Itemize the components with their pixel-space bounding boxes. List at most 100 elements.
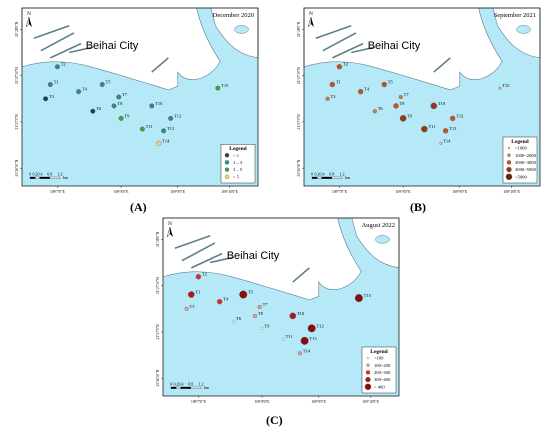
legend-marker bbox=[365, 376, 371, 383]
site-marker bbox=[216, 298, 223, 305]
legend-marker bbox=[224, 167, 230, 172]
base-map: 109°7'0"E 109°8'0"E 109°9'0"E 109°10'0"E 21°… bbox=[156, 217, 400, 404]
land-area bbox=[21, 7, 259, 91]
site-label: T7 bbox=[263, 302, 269, 307]
legend-marker bbox=[364, 383, 372, 390]
lon-tick-label: 109°8'0"E bbox=[396, 190, 412, 194]
legend-marker bbox=[506, 166, 512, 173]
lon-tick-label: 109°7'0"E bbox=[191, 400, 207, 404]
lagoon bbox=[375, 235, 390, 244]
scale-bar-segment bbox=[39, 176, 50, 179]
breakwater bbox=[69, 46, 93, 54]
city-name: Beihai City bbox=[368, 40, 421, 52]
legend: Legend<100 100~200 200~300 300~400 > 400 bbox=[361, 346, 397, 394]
site-label: T10 bbox=[297, 311, 305, 316]
site-marker bbox=[372, 109, 377, 114]
site-label: T8 bbox=[117, 101, 123, 106]
scale-bar-segment bbox=[175, 386, 182, 389]
legend-marker bbox=[506, 160, 512, 165]
site-marker bbox=[232, 319, 236, 323]
breakwater bbox=[190, 252, 223, 269]
legend-label: 1000~2000 bbox=[515, 153, 537, 158]
breakwater bbox=[292, 267, 310, 283]
legend-label: <1000 bbox=[515, 146, 527, 151]
site-label: T3 bbox=[190, 304, 196, 309]
lat-tick-label: 21°28'0"N bbox=[15, 21, 19, 37]
scale-bar-label: 0 bbox=[29, 172, 31, 177]
site-marker bbox=[116, 94, 122, 100]
map-frame bbox=[162, 217, 400, 397]
site-marker bbox=[289, 312, 297, 320]
north-arrow-icon-outline bbox=[166, 226, 171, 238]
site-marker bbox=[76, 89, 82, 95]
scale-bar-segment bbox=[34, 176, 41, 179]
legend-marker bbox=[505, 173, 513, 180]
site-label: T12 bbox=[174, 113, 181, 118]
north-arrow-icon bbox=[29, 17, 32, 27]
site-label: T3 bbox=[49, 94, 55, 99]
sampling-sites: T1 T2 T3 T4 T5 T6 T7 T8 T9 T10 T11 T12 T13 T14 T15 bbox=[184, 272, 372, 356]
land-area bbox=[303, 7, 541, 91]
site-marker bbox=[149, 103, 155, 109]
site-label: T12 bbox=[316, 323, 323, 328]
sampling-date: September 2021 bbox=[494, 12, 536, 19]
site-marker bbox=[442, 128, 449, 134]
site-marker bbox=[111, 103, 117, 109]
map-c: 109°7'0"E 109°8'0"E 109°9'0"E 109°10'0"E 21°… bbox=[156, 217, 400, 404]
legend-label: <100 bbox=[374, 356, 384, 361]
site-label: T4 bbox=[364, 87, 370, 92]
panel-label-a: (A) bbox=[130, 200, 147, 214]
scale-bar-label: 1.2 bbox=[58, 172, 63, 177]
legend-label: 200~300 bbox=[374, 370, 391, 375]
scale-bar-segment bbox=[190, 386, 202, 389]
site-label: T13 bbox=[449, 126, 457, 131]
site-marker bbox=[239, 290, 248, 299]
lagoon bbox=[516, 25, 531, 34]
site-label: T15 bbox=[502, 83, 510, 88]
legend-label: > 5 bbox=[233, 174, 240, 179]
base-map: 109°7'0"E 109°8'0"E 109°9'0"E 109°10'0"E 21°… bbox=[297, 7, 541, 194]
legend-label: 3 – 5 bbox=[233, 167, 243, 172]
lat-tick-label: 21°27'0"N bbox=[156, 324, 160, 340]
north-arrow-icon bbox=[170, 227, 173, 237]
legend-label: 1 – 3 bbox=[233, 160, 243, 165]
lon-tick-label: 109°10'0"E bbox=[503, 190, 520, 194]
legend: Legend< 1 1 – 3 3 – 5 > 5 bbox=[220, 143, 256, 184]
lat-tick-label: 21°27'0"N bbox=[297, 114, 301, 130]
legend-label: < 1 bbox=[233, 153, 240, 158]
legend-marker bbox=[366, 356, 370, 360]
map-frame bbox=[21, 7, 259, 187]
site-label: T7 bbox=[122, 92, 128, 97]
map-frame bbox=[303, 7, 541, 187]
site-marker bbox=[47, 82, 53, 88]
lat-tick-label: 21°27'0"N bbox=[15, 114, 19, 130]
legend-label: 2000~3000 bbox=[515, 160, 537, 165]
site-marker bbox=[188, 291, 195, 298]
site-marker bbox=[325, 96, 330, 101]
site-marker bbox=[421, 125, 428, 133]
site-marker bbox=[439, 141, 443, 145]
north-arrow-icon-outline bbox=[307, 16, 312, 28]
breakwater bbox=[351, 46, 375, 54]
scale-bar-label: 0.8 bbox=[329, 172, 334, 177]
site-label: T11 bbox=[146, 124, 153, 129]
breakwater bbox=[433, 57, 451, 73]
legend-marker bbox=[224, 160, 230, 165]
lat-tick-label: 21°27'30"N bbox=[15, 67, 19, 84]
legend-label: 300~400 bbox=[374, 377, 391, 382]
scale-bar-segment bbox=[180, 386, 191, 389]
scale-bar-label: 0.8 bbox=[188, 382, 193, 387]
legend-marker bbox=[365, 370, 371, 375]
site-marker bbox=[168, 115, 174, 121]
scale-bar-segment bbox=[311, 176, 318, 179]
site-label: T4 bbox=[223, 297, 229, 302]
site-marker bbox=[195, 274, 202, 280]
site-marker bbox=[161, 128, 167, 134]
site-label: T9 bbox=[264, 323, 270, 328]
lon-tick-label: 109°9'0"E bbox=[452, 190, 468, 194]
site-marker bbox=[381, 81, 387, 88]
site-marker bbox=[43, 96, 49, 102]
site-label: T6 bbox=[378, 106, 384, 111]
legend-title: Legend bbox=[511, 139, 528, 145]
site-marker bbox=[430, 102, 438, 110]
